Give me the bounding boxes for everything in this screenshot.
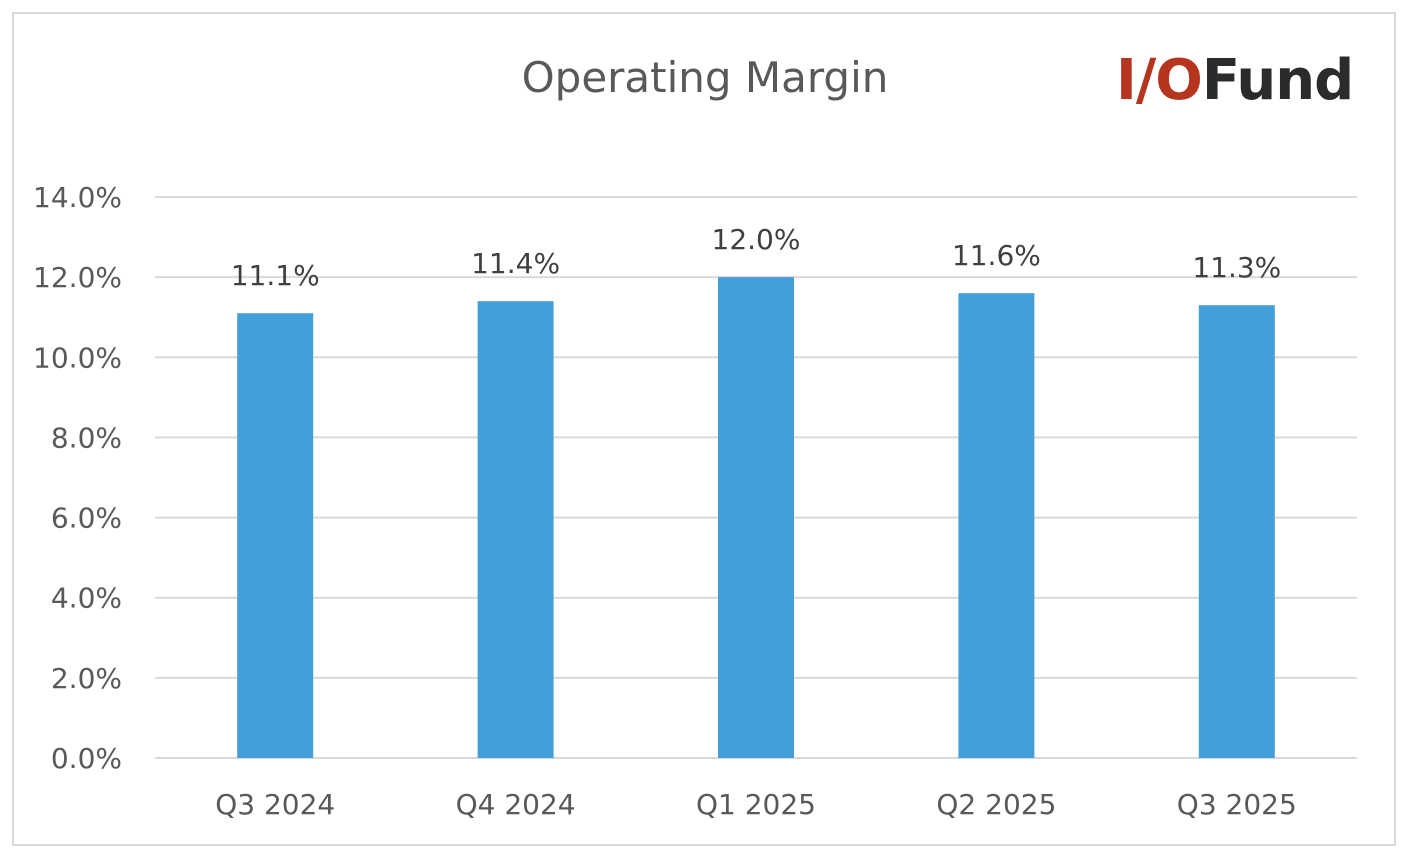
data-label: 11.4% xyxy=(471,247,560,280)
bar-q3-2024 xyxy=(237,313,314,758)
brand-logo: I/OFund xyxy=(1116,48,1354,114)
bar-q4-2024 xyxy=(477,301,554,758)
x-axis-ticks: Q3 2024 Q4 2024 Q1 2025 Q2 2025 Q3 2025 xyxy=(215,788,1297,821)
logo-fund-text: Fund xyxy=(1201,48,1354,113)
x-tick-label: Q1 2025 xyxy=(696,788,816,821)
bar-q2-2025 xyxy=(958,293,1035,758)
y-tick-label: 6.0% xyxy=(51,502,122,535)
x-tick-label: Q2 2025 xyxy=(936,788,1056,821)
data-label: 11.6% xyxy=(952,239,1041,272)
x-tick-label: Q3 2025 xyxy=(1177,788,1297,821)
y-tick-label: 2.0% xyxy=(51,662,122,695)
bar-q1-2025 xyxy=(718,277,794,758)
y-tick-label: 8.0% xyxy=(51,421,122,454)
y-axis-ticks: 0.0% 2.0% 4.0% 6.0% 8.0% 10.0% 12.0% 14.0% xyxy=(33,181,122,775)
chart-title: Operating Margin xyxy=(521,53,889,102)
bars xyxy=(237,277,1275,758)
y-tick-label: 12.0% xyxy=(33,261,122,294)
x-tick-label: Q4 2024 xyxy=(456,788,576,821)
data-labels: 11.1% 11.4% 12.0% 11.6% 11.3% xyxy=(231,223,1282,292)
y-tick-label: 10.0% xyxy=(33,341,122,374)
y-tick-label: 4.0% xyxy=(51,582,122,615)
data-label: 12.0% xyxy=(712,223,801,256)
data-label: 11.3% xyxy=(1192,251,1281,284)
x-tick-label: Q3 2024 xyxy=(215,788,335,821)
y-tick-label: 0.0% xyxy=(51,742,122,775)
data-label: 11.1% xyxy=(231,259,320,292)
bar-q3-2025 xyxy=(1198,305,1275,758)
y-tick-label: 14.0% xyxy=(33,181,122,214)
logo-io-text: I/O xyxy=(1116,48,1203,113)
